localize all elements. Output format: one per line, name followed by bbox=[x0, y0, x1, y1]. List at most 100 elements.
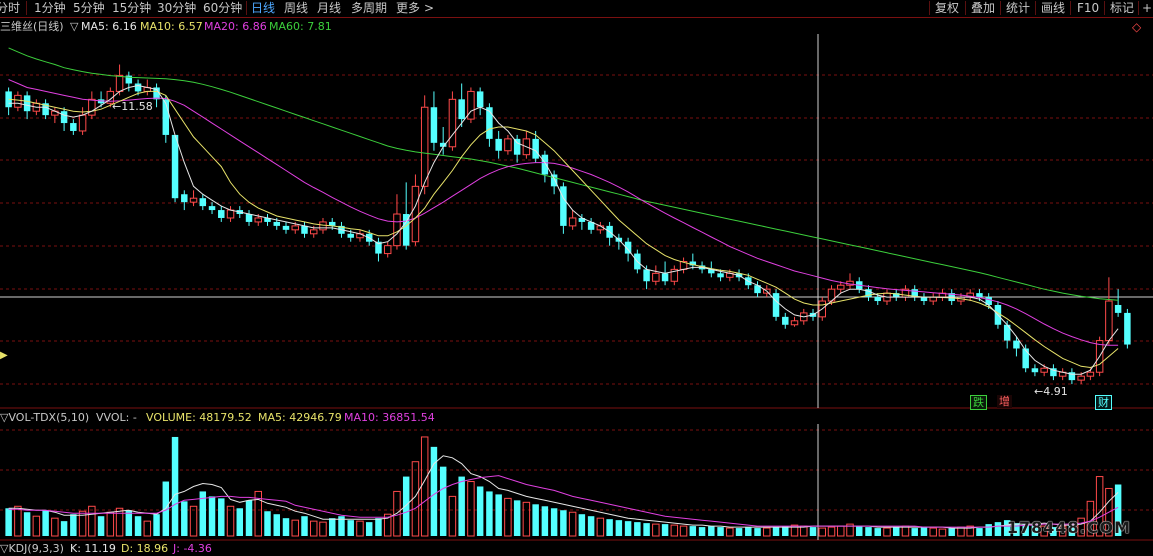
volume-bar bbox=[23, 512, 31, 536]
volume-bar bbox=[1077, 517, 1085, 537]
candle-body bbox=[181, 194, 188, 203]
candle-body bbox=[60, 111, 68, 124]
statistics-button[interactable]: 统计 bbox=[1006, 1, 1031, 15]
diamond-marker-icon[interactable]: ◇ bbox=[1132, 20, 1142, 34]
volume-bar bbox=[236, 508, 244, 536]
ma5-legend: MA5: 6.16 bbox=[81, 20, 137, 33]
restore-rights-button[interactable]: 复权 bbox=[935, 1, 960, 15]
volume-bar bbox=[892, 527, 900, 536]
volume-bar bbox=[115, 507, 124, 537]
volume-bar bbox=[615, 520, 623, 536]
volume-bar bbox=[994, 522, 1002, 536]
candle-body bbox=[754, 285, 761, 294]
candle-body bbox=[578, 217, 586, 222]
volume-bar bbox=[70, 514, 77, 536]
volume-bar bbox=[911, 528, 918, 536]
tab-daily[interactable]: 日线 bbox=[251, 1, 276, 15]
volume-bar bbox=[1114, 484, 1122, 536]
volume-bar bbox=[51, 517, 59, 537]
candle-body bbox=[1077, 375, 1085, 381]
candle-body bbox=[106, 90, 115, 104]
volume-indicator-title[interactable]: ▽VOL-TDX(5,10) bbox=[0, 411, 90, 424]
kdj-d-value: D: 18.96 bbox=[121, 542, 169, 555]
volume-ma5-value: MA5: 42946.79 bbox=[258, 411, 342, 424]
increase-event-badge[interactable]: 增 bbox=[997, 395, 1012, 408]
candle-body bbox=[245, 214, 253, 222]
high-price-value: 11.58 bbox=[121, 100, 153, 113]
candle-body bbox=[282, 225, 290, 230]
candle-body bbox=[476, 91, 484, 108]
volume-bar bbox=[809, 527, 817, 536]
volume-bar bbox=[171, 436, 179, 536]
finance-event-badge[interactable]: 财 bbox=[1095, 395, 1112, 410]
volume-bar bbox=[1022, 524, 1029, 536]
candle-body bbox=[171, 134, 179, 199]
candle-body bbox=[208, 206, 216, 211]
tab-multi-period[interactable]: 多周期 bbox=[351, 1, 388, 15]
volume-bar bbox=[652, 523, 660, 537]
draw-line-button[interactable]: 画线 bbox=[1041, 1, 1066, 15]
volume-bar bbox=[328, 518, 336, 536]
volume-bar bbox=[338, 516, 345, 536]
kdj-j-value: J: -4.36 bbox=[173, 542, 212, 555]
mark-button[interactable]: 标记 bbox=[1110, 1, 1135, 15]
volume-bar bbox=[929, 527, 937, 537]
candle-body bbox=[448, 98, 457, 148]
tab-more[interactable]: 更多 bbox=[396, 1, 421, 15]
kdj-indicator-title[interactable]: ▽KDJ(9,3,3) bbox=[0, 542, 64, 555]
high-price-label: ←11.58 bbox=[112, 100, 153, 113]
volume-bar bbox=[846, 523, 854, 537]
tab-30min[interactable]: 30分钟 bbox=[157, 1, 197, 15]
candle-body bbox=[717, 273, 724, 278]
candle-body bbox=[153, 87, 160, 100]
tab-5min[interactable]: 5分钟 bbox=[73, 1, 105, 15]
ma5-line bbox=[8, 84, 1119, 375]
candle-body bbox=[134, 83, 142, 92]
volume-bar bbox=[218, 498, 225, 536]
volume-bar bbox=[189, 505, 198, 537]
volume-bar bbox=[513, 500, 521, 536]
volume-bar bbox=[541, 506, 549, 536]
volume-bar bbox=[560, 510, 567, 536]
volume-bar bbox=[134, 516, 142, 536]
candle-body bbox=[1050, 368, 1057, 377]
left-scroll-icon[interactable]: ▶ bbox=[0, 350, 8, 361]
candle-body bbox=[458, 99, 465, 120]
candle-body bbox=[1105, 300, 1113, 342]
candle-body bbox=[1124, 312, 1131, 345]
volume-bar bbox=[14, 505, 22, 537]
ma-collapse-icon[interactable]: ▽ bbox=[70, 20, 79, 33]
tab-60min[interactable]: 60分钟 bbox=[203, 1, 243, 15]
add-custom-button[interactable]: +自 bbox=[1142, 1, 1153, 15]
more-chevron-icon[interactable]: > bbox=[424, 1, 435, 15]
volume-bar bbox=[827, 526, 836, 537]
tab-intraday[interactable]: 分时 bbox=[0, 1, 21, 15]
toolbar-divider bbox=[965, 1, 966, 15]
volume-bar bbox=[439, 466, 447, 536]
volume-bar bbox=[624, 521, 632, 536]
volume-ma10-value: MA10: 36851.54 bbox=[344, 411, 435, 424]
toolbar-divider bbox=[1138, 1, 1139, 15]
tab-15min[interactable]: 15分钟 bbox=[112, 1, 152, 15]
tab-1min[interactable]: 1分钟 bbox=[34, 1, 66, 15]
candle-body bbox=[218, 210, 225, 218]
candle-body bbox=[1022, 348, 1029, 369]
candle-body bbox=[837, 284, 845, 290]
candle-body bbox=[790, 320, 799, 326]
volume-bar bbox=[883, 527, 891, 537]
overlay-button[interactable]: 叠加 bbox=[971, 1, 996, 15]
volume-bar bbox=[532, 504, 539, 536]
tab-weekly[interactable]: 周线 bbox=[284, 1, 309, 15]
f10-button[interactable]: F10 bbox=[1077, 1, 1100, 15]
volume-bar bbox=[273, 514, 280, 536]
volume-bar bbox=[966, 525, 974, 537]
volume-bar bbox=[402, 476, 410, 536]
candle-body bbox=[1114, 304, 1122, 313]
candle-body bbox=[328, 221, 336, 226]
tab-monthly[interactable]: 月线 bbox=[317, 1, 342, 15]
volume-bar bbox=[772, 527, 780, 536]
volume-bar bbox=[856, 526, 863, 536]
volume-bar bbox=[226, 505, 235, 537]
fall-event-badge[interactable]: 跌 bbox=[970, 395, 987, 410]
